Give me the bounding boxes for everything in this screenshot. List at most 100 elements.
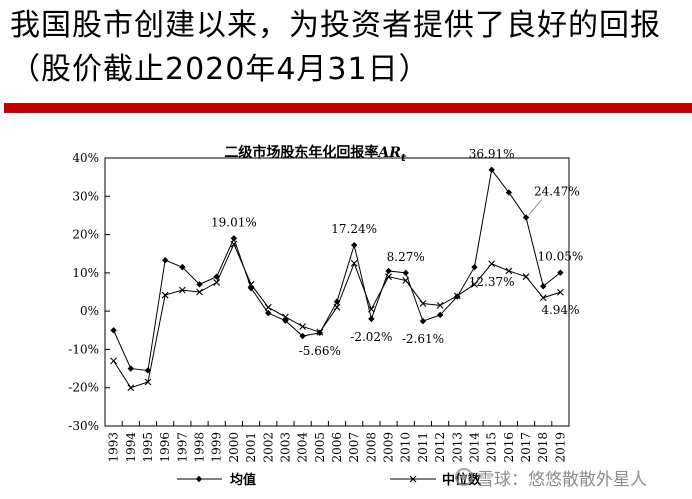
- x-tick-label: 2012: [433, 432, 447, 463]
- median-point: [367, 305, 375, 313]
- mean-point: [127, 365, 134, 372]
- mean-point: [144, 367, 152, 374]
- median-point: [316, 328, 324, 336]
- legend-marker-mean: [195, 475, 203, 483]
- slide-title: 我国股市创建以来，为投资者提供了良好的回报（股价截止2020年4月31日）: [10, 8, 661, 87]
- x-tick-label: 2000: [227, 432, 241, 463]
- annotation-label: -5.66%: [299, 344, 341, 358]
- mean-point: [385, 267, 392, 275]
- returns-line-chart: -30%-20%-10%0%10%20%30%40%1993 1994 1995 19…: [68, 144, 583, 488]
- x-tick-label: 2007: [347, 432, 361, 463]
- annotation-label: -2.02%: [350, 330, 392, 344]
- x-tick-label: 1996: [158, 432, 172, 463]
- annotation-label: 10.05%: [538, 250, 584, 264]
- x-tick-label: 2003: [278, 432, 292, 463]
- mean-point: [505, 189, 513, 196]
- legend-marker-median: [409, 475, 417, 483]
- mean-point: [402, 269, 409, 277]
- x-tick-label: 2018: [536, 432, 550, 463]
- x-tick-label: 1999: [210, 432, 224, 463]
- median-point: [144, 378, 152, 386]
- median-point: [453, 292, 461, 300]
- x-tick-label: 2010: [399, 432, 413, 463]
- mean-point: [471, 263, 478, 271]
- mean-point: [368, 315, 375, 323]
- median-point: [196, 288, 203, 296]
- annotation-label: 17.24%: [331, 222, 377, 236]
- x-tick-label: 2008: [364, 432, 378, 463]
- y-tick-label: -30%: [68, 419, 99, 433]
- median-point: [522, 273, 530, 281]
- median-point: [230, 240, 238, 248]
- mean-point: [557, 269, 564, 276]
- median-point: [333, 303, 341, 311]
- annotation-leader: [528, 199, 543, 215]
- x-tick-label: 1993: [107, 432, 121, 463]
- chart-axes: -30%-20%-10%0%10%20%30%40%1993 1994 1995 19…: [68, 151, 570, 463]
- x-tick-label: 2016: [502, 432, 516, 463]
- watermark: 雪球：悠悠散散外星人: [455, 466, 647, 490]
- median-point: [436, 302, 444, 309]
- x-tick-label: 2009: [382, 432, 396, 463]
- annotation-label: 8.27%: [387, 250, 425, 264]
- y-tick-label: 0%: [80, 304, 99, 318]
- mean-point: [350, 241, 358, 249]
- median-point: [178, 286, 186, 294]
- mean-point: [110, 327, 117, 334]
- x-tick-label: 2005: [313, 432, 327, 463]
- annotation-label: -2.61%: [402, 332, 444, 346]
- median-point: [419, 300, 427, 307]
- title-accent-bar: [4, 103, 692, 113]
- x-tick-label: 2006: [330, 432, 344, 463]
- y-tick-label: -20%: [68, 381, 99, 395]
- annotation-label: 24.47%: [534, 184, 580, 198]
- annotation-label: 19.01%: [211, 215, 257, 229]
- watermark-text: 雪球：悠悠散散外星人: [477, 469, 647, 490]
- y-tick-label: 20%: [72, 228, 99, 242]
- median-point: [247, 280, 255, 288]
- median-point: [299, 323, 307, 330]
- median-point: [557, 288, 564, 296]
- median-point: [264, 303, 272, 311]
- median-point: [350, 259, 358, 267]
- median-point: [282, 313, 289, 321]
- median-point: [161, 291, 169, 299]
- x-tick-label: 2002: [261, 432, 275, 463]
- mean-point: [419, 317, 427, 325]
- x-tick-label: 1995: [141, 432, 155, 463]
- chart-title: 二级市场股东年化回报率ARt: [224, 144, 407, 164]
- chart-title-group: 二级市场股东年化回报率ARt: [224, 144, 407, 164]
- x-tick-label: 2013: [450, 432, 464, 463]
- y-tick-label: 30%: [72, 189, 99, 203]
- median-point: [213, 279, 221, 286]
- mean-point: [436, 311, 444, 319]
- series-line-mean: [113, 168, 561, 372]
- median-point: [471, 280, 478, 288]
- mean-point: [540, 283, 547, 290]
- annotation-label: 4.94%: [541, 303, 579, 317]
- mean-point: [161, 257, 169, 264]
- median-point: [127, 384, 135, 392]
- mean-point: [522, 214, 530, 221]
- legend-label-mean: 均值: [230, 472, 256, 488]
- median-point: [402, 277, 410, 284]
- x-tick-label: 1998: [193, 432, 207, 463]
- y-tick-label: 10%: [72, 266, 99, 280]
- x-tick-label: 2017: [519, 432, 533, 463]
- x-tick-label: 1997: [175, 432, 189, 463]
- mean-point: [230, 235, 238, 242]
- annotation-label: 36.91%: [469, 147, 515, 161]
- plot-frame: [104, 157, 570, 427]
- median-point: [488, 260, 496, 268]
- chart-annotations: 19.01% -5.66% 17.24% -2.02% 8.27% -2.61% 36.91…: [211, 147, 583, 358]
- median-point: [539, 294, 547, 302]
- median-point: [110, 357, 117, 365]
- median-point: [505, 267, 513, 275]
- mean-point: [488, 166, 495, 174]
- x-tick-label: 2014: [467, 432, 481, 463]
- chart-series: [110, 166, 564, 392]
- mean-point: [299, 332, 306, 340]
- chart-legend: 均值 中位数: [177, 472, 482, 488]
- mean-point: [265, 309, 272, 317]
- mean-point: [196, 281, 203, 288]
